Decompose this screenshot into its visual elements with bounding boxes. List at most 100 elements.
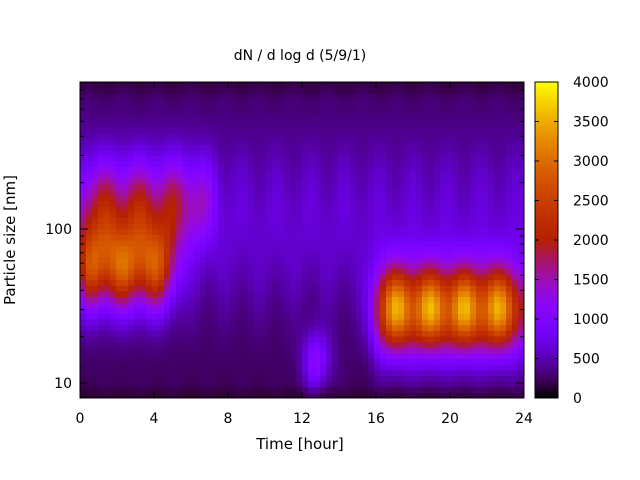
heatmap-cell bbox=[80, 296, 87, 303]
heatmap-cell bbox=[350, 302, 357, 309]
heatmap-cell bbox=[320, 381, 327, 388]
heatmap-cell bbox=[146, 138, 153, 145]
heatmap-cell bbox=[80, 240, 87, 247]
heatmap-cell bbox=[332, 132, 339, 140]
heatmap-cell bbox=[110, 256, 117, 264]
heatmap-cell bbox=[236, 341, 243, 348]
heatmap-cell bbox=[392, 251, 399, 258]
heatmap-cell bbox=[134, 341, 141, 348]
heatmap-cell bbox=[260, 268, 267, 275]
heatmap-cell bbox=[488, 82, 495, 89]
heatmap-cell bbox=[188, 313, 195, 320]
heatmap-cell bbox=[434, 335, 441, 343]
heatmap-cell bbox=[254, 177, 261, 185]
heatmap-cell bbox=[368, 93, 375, 100]
heatmap-cell bbox=[380, 161, 387, 168]
heatmap-cell bbox=[434, 369, 441, 377]
heatmap-cell bbox=[104, 335, 111, 343]
heatmap-cell bbox=[506, 347, 513, 354]
heatmap-cell bbox=[452, 335, 459, 343]
heatmap-cell bbox=[236, 149, 243, 156]
heatmap-cell bbox=[302, 262, 309, 269]
heatmap-cell bbox=[206, 144, 213, 151]
heatmap-cell bbox=[224, 127, 231, 134]
heatmap-cell bbox=[272, 279, 279, 286]
heatmap-cell bbox=[458, 335, 465, 343]
heatmap-cell bbox=[506, 369, 513, 377]
heatmap-cell bbox=[128, 392, 135, 398]
heatmap-cell bbox=[350, 245, 357, 252]
heatmap-cell bbox=[80, 115, 87, 123]
heatmap-cell bbox=[158, 115, 165, 123]
heatmap-cell bbox=[134, 352, 141, 360]
heatmap-cell bbox=[308, 262, 315, 269]
heatmap-cell bbox=[350, 273, 357, 281]
heatmap-cell bbox=[398, 392, 405, 398]
heatmap-cell bbox=[440, 155, 447, 162]
heatmap-cell bbox=[392, 381, 399, 388]
heatmap-cell bbox=[182, 110, 189, 117]
heatmap-cell bbox=[140, 200, 147, 207]
heatmap-cell bbox=[464, 161, 471, 168]
heatmap-cell bbox=[80, 319, 87, 326]
heatmap-cell bbox=[128, 347, 135, 354]
heatmap-cell bbox=[134, 262, 141, 269]
heatmap-cell bbox=[110, 98, 117, 106]
heatmap-cell bbox=[350, 144, 357, 151]
heatmap-cell bbox=[374, 369, 381, 377]
heatmap-cell bbox=[128, 262, 135, 269]
heatmap-cell bbox=[470, 234, 477, 241]
heatmap-cell bbox=[392, 121, 399, 128]
heatmap-cell bbox=[488, 279, 495, 286]
heatmap-cell bbox=[152, 369, 159, 377]
heatmap-cell bbox=[230, 82, 237, 89]
heatmap-cell bbox=[452, 341, 459, 348]
heatmap-cell bbox=[212, 352, 219, 360]
heatmap-cell bbox=[86, 132, 93, 140]
heatmap-cell bbox=[230, 375, 237, 382]
heatmap-cell bbox=[464, 364, 471, 371]
heatmap-cell bbox=[506, 296, 513, 303]
heatmap-cell bbox=[158, 93, 165, 100]
heatmap-cell bbox=[170, 324, 177, 331]
heatmap-cell bbox=[98, 132, 105, 140]
heatmap-cell bbox=[500, 217, 507, 224]
heatmap-cell bbox=[308, 155, 315, 162]
heatmap-cell bbox=[128, 375, 135, 382]
heatmap-cell bbox=[494, 82, 501, 89]
heatmap-cell bbox=[458, 324, 465, 331]
heatmap-cell bbox=[404, 324, 411, 331]
heatmap-cell bbox=[80, 144, 87, 151]
heatmap-cell bbox=[158, 144, 165, 151]
heatmap-cell bbox=[272, 217, 279, 224]
heatmap-cell bbox=[494, 149, 501, 156]
heatmap-cell bbox=[422, 93, 429, 100]
heatmap-cell bbox=[320, 392, 327, 398]
heatmap-cell bbox=[338, 132, 345, 140]
heatmap-cell bbox=[380, 330, 387, 337]
heatmap-cell bbox=[518, 358, 524, 365]
heatmap-cell bbox=[326, 172, 333, 179]
heatmap-cell bbox=[446, 279, 453, 286]
heatmap-cell bbox=[164, 279, 171, 286]
heatmap-cell bbox=[446, 200, 453, 207]
heatmap-cell bbox=[326, 324, 333, 331]
heatmap-cell bbox=[470, 177, 477, 185]
heatmap-cell bbox=[170, 319, 177, 326]
heatmap-cell bbox=[506, 256, 513, 264]
heatmap-cell bbox=[98, 177, 105, 185]
heatmap-cell bbox=[152, 93, 159, 100]
heatmap-cell bbox=[290, 166, 297, 173]
heatmap-cell bbox=[398, 121, 405, 128]
heatmap-cell bbox=[194, 268, 201, 275]
heatmap-cell bbox=[500, 324, 507, 331]
heatmap-cell bbox=[440, 307, 447, 314]
heatmap-cell bbox=[506, 217, 513, 224]
heatmap-cell bbox=[302, 172, 309, 179]
heatmap-cell bbox=[362, 262, 369, 269]
heatmap-cell bbox=[188, 324, 195, 331]
heatmap-cell bbox=[296, 285, 303, 292]
heatmap-cell bbox=[386, 245, 393, 252]
heatmap-cell bbox=[98, 110, 105, 117]
heatmap-cell bbox=[356, 256, 363, 264]
